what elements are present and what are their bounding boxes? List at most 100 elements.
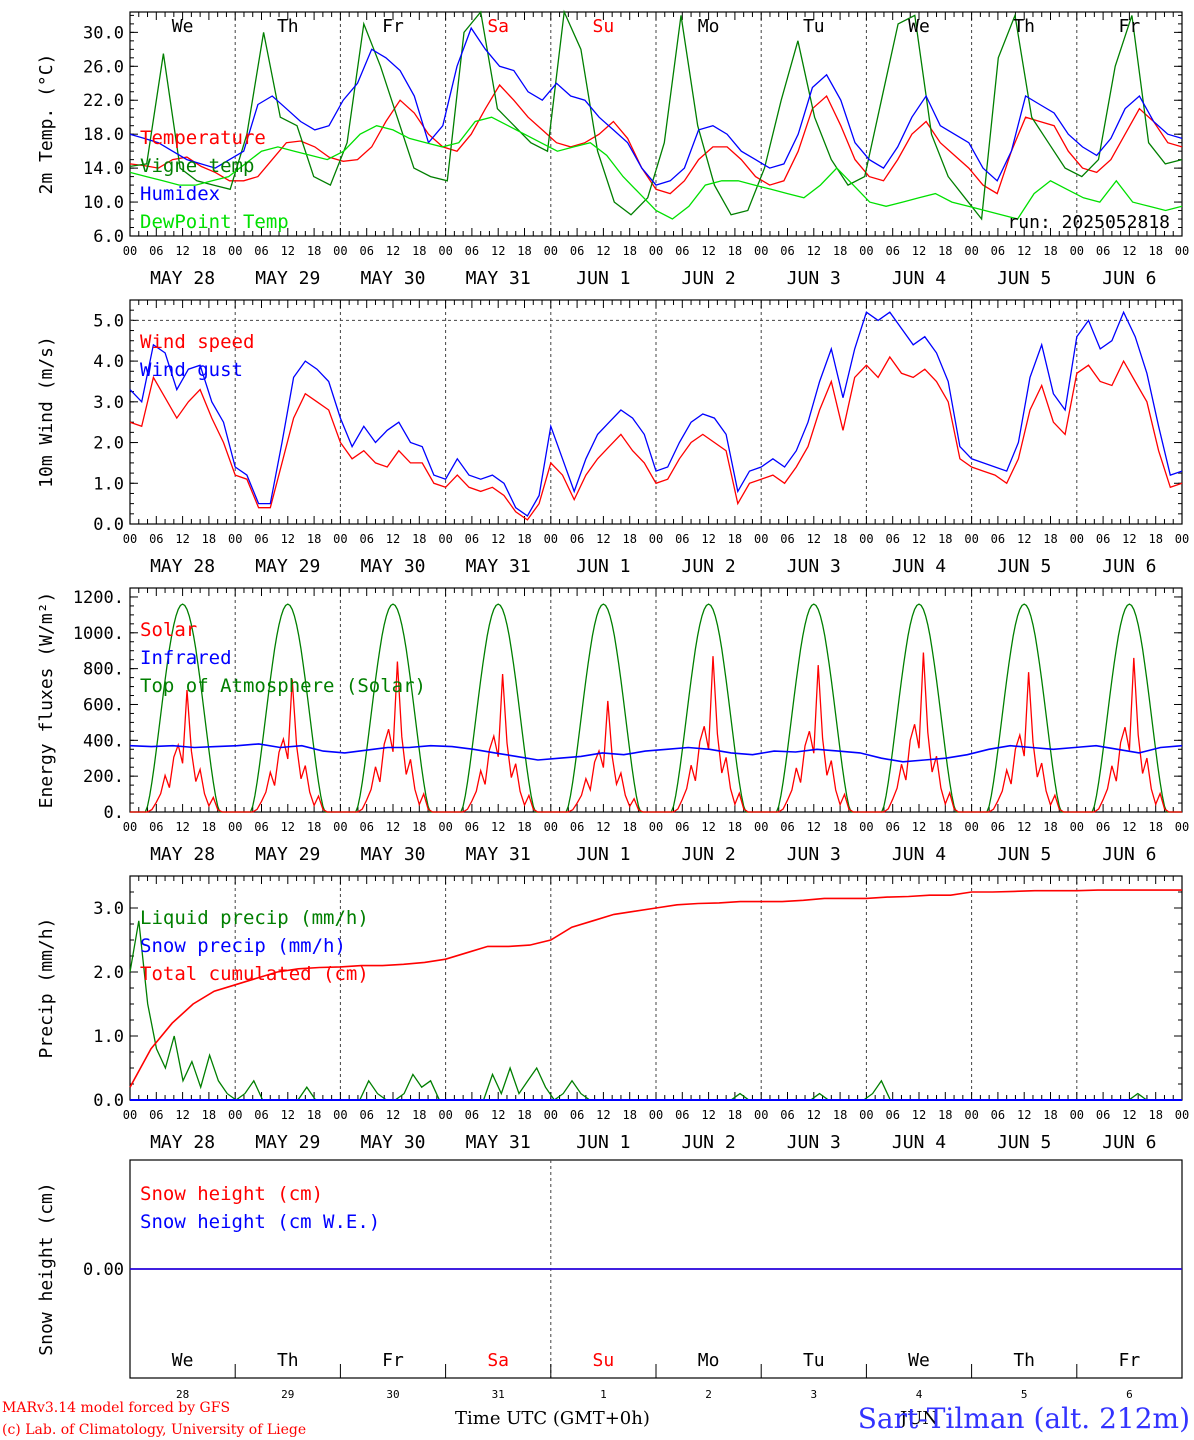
- x-date-label: JUN 1: [576, 556, 630, 577]
- day-name-label: Th: [1013, 1350, 1035, 1371]
- y-tick-label: 1000.: [73, 624, 124, 644]
- x-date-label: MAY 29: [255, 268, 320, 289]
- x-date-label: JUN 2: [682, 1132, 736, 1153]
- y-tick-label: 600.: [83, 695, 124, 715]
- x-date-label: JUN 1: [576, 268, 630, 289]
- x-hour-label: 18: [202, 820, 216, 834]
- panel-precip: 0.0 1.0 2.0 3.0 Precip (mm/h) 00 06 12 18 MAY 28 0…: [36, 875, 1189, 1153]
- day-number-label: 29: [281, 1388, 294, 1401]
- x-hour-label: 06: [885, 1108, 899, 1122]
- series-line: [129, 26, 1183, 186]
- x-hour-label: 06: [991, 532, 1005, 546]
- x-hour-label: 18: [1148, 820, 1162, 834]
- y-tick-label: 1.0: [93, 474, 124, 494]
- x-hour-label: 12: [491, 532, 505, 546]
- legend-entry: Infrared: [140, 647, 232, 669]
- x-hour-label: 18: [938, 820, 952, 834]
- x-date-label: MAY 29: [255, 556, 320, 577]
- x-date-label: MAY 30: [360, 1132, 425, 1153]
- panel-wind: 0.0 1.0 2.0 3.0 4.0 5.0 10m Wind (m/s) 00 06 12 18…: [36, 299, 1189, 577]
- legend-entry: Solar: [140, 619, 197, 641]
- day-name-label: Th: [277, 1350, 299, 1371]
- legend-entry: Total cumulated (cm): [140, 963, 369, 985]
- x-hour-label: 06: [570, 820, 584, 834]
- day-name-label: We: [908, 16, 930, 37]
- x-hour-label: 00: [649, 1108, 663, 1122]
- y-tick-label: 800.: [83, 660, 124, 680]
- day-name-label: We: [172, 16, 194, 37]
- legend-entry: DewPoint Temp: [140, 211, 289, 233]
- y-axis-label: Energy fluxes (W/m²): [36, 592, 57, 809]
- x-hour-label: 12: [281, 532, 295, 546]
- x-hour-label: 06: [570, 532, 584, 546]
- x-hour-label: 00: [333, 244, 347, 258]
- x-hour-label: 12: [807, 820, 821, 834]
- credit-line-2: (c) Lab. of Climatology, University of L…: [2, 1422, 306, 1438]
- legend-entry: Vigne temp: [140, 155, 254, 177]
- x-hour-label: 18: [1043, 244, 1057, 258]
- x-hour-label: 00: [123, 1108, 137, 1122]
- x-hour-label: 06: [675, 1108, 689, 1122]
- x-date-label: JUN 3: [787, 844, 841, 865]
- x-hour-label: 00: [649, 820, 663, 834]
- panel-temperature: 6.0 10.0 14.0 18.0 22.0 26.0 30.0 2m Temp. (°C)…: [36, 9, 1189, 289]
- day-name-label: We: [172, 1350, 194, 1371]
- legend-entry: Liquid precip (mm/h): [140, 907, 369, 929]
- x-hour-label: 12: [807, 532, 821, 546]
- day-name-label: Fr: [1119, 1350, 1141, 1371]
- x-hour-label: 18: [833, 820, 847, 834]
- x-hour-label: 18: [938, 1108, 952, 1122]
- x-hour-label: 12: [386, 244, 400, 258]
- x-hour-label: 00: [1070, 820, 1084, 834]
- x-hour-label: 18: [622, 244, 636, 258]
- y-axis-label: Snow height (cm): [36, 1182, 57, 1355]
- x-hour-label: 06: [885, 244, 899, 258]
- y-tick-label: 26.0: [83, 57, 124, 77]
- day-number-label: 1: [600, 1388, 607, 1401]
- x-hour-label: 12: [701, 532, 715, 546]
- x-hour-label: 06: [149, 532, 163, 546]
- x-date-label: MAY 31: [466, 1132, 531, 1153]
- y-tick-label: 0.0: [93, 515, 124, 535]
- x-hour-label: 12: [175, 532, 189, 546]
- day-name-label: Sa: [487, 1350, 509, 1371]
- x-hour-label: 12: [807, 244, 821, 258]
- x-hour-label: 06: [254, 820, 268, 834]
- x-date-label: JUN 2: [682, 844, 736, 865]
- x-hour-label: 18: [412, 532, 426, 546]
- x-hour-label: 06: [570, 1108, 584, 1122]
- x-hour-label: 18: [622, 820, 636, 834]
- x-hour-label: 12: [1122, 532, 1136, 546]
- x-hour-label: 00: [964, 244, 978, 258]
- x-hour-label: 06: [991, 1108, 1005, 1122]
- x-hour-label: 00: [333, 820, 347, 834]
- x-date-label: MAY 31: [466, 268, 531, 289]
- x-hour-label: 00: [1175, 1108, 1189, 1122]
- x-hour-label: 18: [833, 1108, 847, 1122]
- x-hour-label: 00: [964, 1108, 978, 1122]
- y-tick-label: 3.0: [93, 393, 124, 413]
- x-date-label: JUN 1: [576, 1132, 630, 1153]
- x-hour-label: 06: [1096, 820, 1110, 834]
- legend-entry: Humidex: [140, 183, 220, 205]
- x-hour-label: 18: [307, 820, 321, 834]
- x-hour-label: 06: [885, 820, 899, 834]
- x-hour-label: 12: [596, 244, 610, 258]
- x-hour-label: 00: [859, 532, 873, 546]
- x-hour-label: 18: [728, 1108, 742, 1122]
- x-hour-label: 06: [675, 820, 689, 834]
- series-line: [129, 116, 1183, 220]
- x-hour-label: 06: [359, 244, 373, 258]
- y-tick-label: 1.0: [93, 1027, 124, 1047]
- x-date-label: JUN 4: [892, 556, 946, 577]
- x-hour-label: 12: [807, 1108, 821, 1122]
- x-hour-label: 00: [228, 532, 242, 546]
- x-date-label: JUN 4: [892, 1132, 946, 1153]
- series-line: [129, 889, 1182, 1088]
- x-hour-label: 12: [912, 1108, 926, 1122]
- y-tick-label: 2.0: [93, 963, 124, 983]
- credit-line-1: MARv3.14 model forced by GFS: [2, 1400, 230, 1416]
- x-hour-label: 06: [465, 820, 479, 834]
- x-hour-label: 00: [438, 820, 452, 834]
